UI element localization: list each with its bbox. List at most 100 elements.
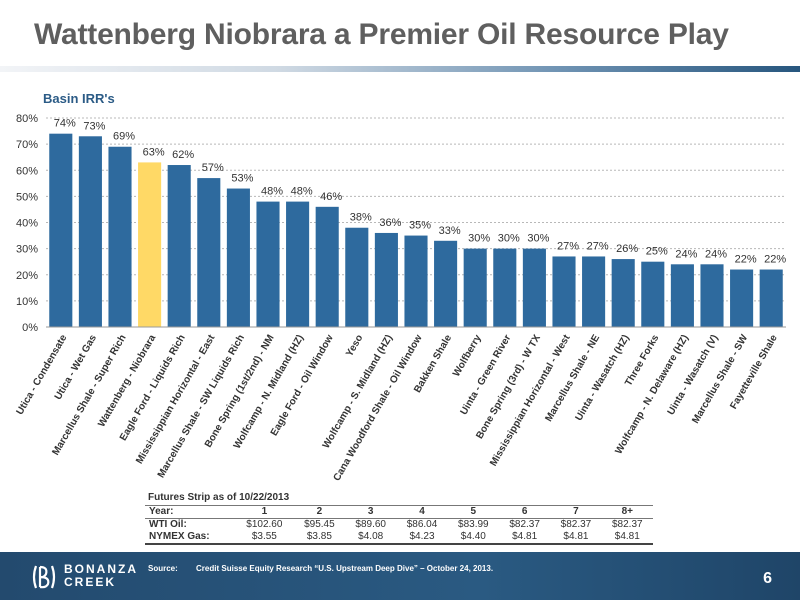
wti-cell: $82.37 (612, 519, 643, 530)
bar (522, 248, 546, 327)
bar (670, 264, 694, 327)
year-cell: 6 (498, 505, 551, 519)
futures-gas-row: NYMEX Gas: $3.55 $3.85 $4.08 $4.23 $4.40… (145, 531, 653, 545)
year-cell: 8+ (601, 505, 653, 519)
wti-cell: $95.45 (304, 519, 335, 530)
value-label: 48% (261, 186, 283, 198)
value-label: 22% (764, 254, 786, 266)
wti-cell: $83.99 (458, 519, 489, 530)
value-label: 24% (675, 248, 697, 260)
bar (404, 235, 428, 327)
category-label: Wattenberg - Niobrara (96, 333, 158, 429)
wti-cell: $86.04 (406, 519, 438, 530)
bar (611, 259, 635, 327)
gas-cell: $4.40 (447, 531, 499, 545)
value-label: 35% (409, 220, 431, 232)
category-label: Utica - Condensate (15, 333, 70, 417)
y-tick-label: 10% (16, 296, 38, 308)
gas-cell: $3.85 (293, 531, 346, 545)
bar (78, 136, 102, 327)
logo-line-1: BONANZA (64, 562, 138, 576)
category-label: Wolfberry (451, 333, 484, 379)
bar (49, 133, 73, 327)
y-tick-label: 50% (16, 191, 38, 203)
value-label: 26% (616, 243, 638, 255)
bar (315, 206, 339, 327)
value-label: 63% (143, 146, 165, 158)
value-label: 33% (439, 225, 461, 237)
bar (730, 269, 754, 327)
logo-wordmark: BONANZA CREEK (64, 563, 138, 589)
year-cell: 1 (235, 505, 294, 519)
source-note: Source: Credit Suisse Equity Research “U… (148, 564, 493, 573)
gas-cell: $4.81 (601, 531, 653, 545)
logo-line-2: CREEK (64, 575, 117, 589)
bar-chart: 0% 10% 20% 30% 40% 50% 60% 70% 80% 74% 73% 69% 63% 6… (15, 113, 787, 483)
value-label: 38% (350, 212, 372, 224)
bar (138, 162, 162, 327)
gas-cell: $4.08 (345, 531, 397, 545)
value-label: 46% (320, 191, 342, 203)
value-label: 48% (291, 186, 313, 198)
bar (700, 264, 724, 327)
year-cell: 7 (550, 505, 602, 519)
value-label: 36% (379, 217, 401, 229)
chart-title: Basin IRR's (43, 91, 115, 106)
wti-cell: $82.37 (509, 519, 540, 530)
value-label: 57% (202, 162, 224, 174)
bar (374, 232, 398, 327)
bar (641, 261, 665, 327)
title-divider-bar (0, 66, 800, 72)
futures-table: Year: 1 2 3 4 5 6 7 8+ WTI Oil: $102.60 … (145, 505, 653, 545)
year-row-label: Year: (145, 505, 235, 519)
value-labels: 74% 73% 69% 63% 62% 57% 53% 48% 48% 46% 38% 36% 35% 3… (54, 118, 787, 266)
value-label: 30% (527, 233, 549, 245)
futures-strip: Futures Strip as of 10/22/2013 Year: 1 2… (145, 492, 653, 545)
value-label: 27% (557, 240, 579, 252)
wti-cell: $82.37 (560, 519, 592, 530)
value-label: 27% (587, 240, 609, 252)
bar (552, 256, 576, 327)
bar (345, 227, 369, 327)
category-label: Uinta - Wasatch (HZ) (574, 333, 632, 423)
y-tick-label: 0% (22, 322, 38, 334)
page-number: 6 (763, 570, 772, 587)
y-axis-ticks: 0% 10% 20% 30% 40% 50% 60% 70% 80% (16, 113, 38, 334)
year-cell: 5 (447, 505, 499, 519)
bar (226, 188, 250, 327)
y-tick-label: 60% (16, 165, 38, 177)
y-tick-label: 20% (16, 270, 38, 282)
bar (759, 269, 783, 327)
y-tick-label: 80% (16, 113, 38, 125)
gas-cell: $4.81 (498, 531, 551, 545)
wti-cell: $89.60 (355, 519, 386, 530)
futures-wti-row: WTI Oil: $102.60 $95.45 $89.60 $86.04 $8… (145, 519, 653, 532)
bar (167, 165, 191, 327)
wti-row-label: WTI Oil: (149, 519, 187, 530)
company-logo: BONANZA CREEK (30, 560, 140, 594)
value-label: 53% (231, 173, 253, 185)
value-label: 22% (735, 254, 757, 266)
y-tick-label: 70% (16, 139, 38, 151)
bar (434, 240, 458, 327)
value-label: 30% (498, 233, 520, 245)
gas-row-label: NYMEX Gas: (145, 531, 235, 545)
year-cell: 3 (345, 505, 397, 519)
bar (256, 201, 280, 327)
gas-cell: $4.81 (550, 531, 602, 545)
bars (49, 133, 783, 327)
footer-bar: BONANZA CREEK Source: Credit Suisse Equi… (0, 552, 800, 600)
value-label: 69% (113, 131, 135, 143)
futures-year-row: Year: 1 2 3 4 5 6 7 8+ (145, 505, 653, 519)
slide-title: Wattenberg Niobrara a Premier Oil Resour… (34, 18, 729, 51)
bar (286, 201, 310, 327)
futures-title: Futures Strip as of 10/22/2013 (148, 492, 290, 503)
bar (463, 248, 487, 327)
y-tick-label: 40% (16, 218, 38, 230)
source-label: Source: (148, 564, 178, 573)
bar (197, 178, 221, 327)
value-label: 25% (646, 246, 668, 258)
y-tick-label: 30% (16, 244, 38, 256)
category-label: Marcellus Shale - NE (543, 333, 602, 424)
